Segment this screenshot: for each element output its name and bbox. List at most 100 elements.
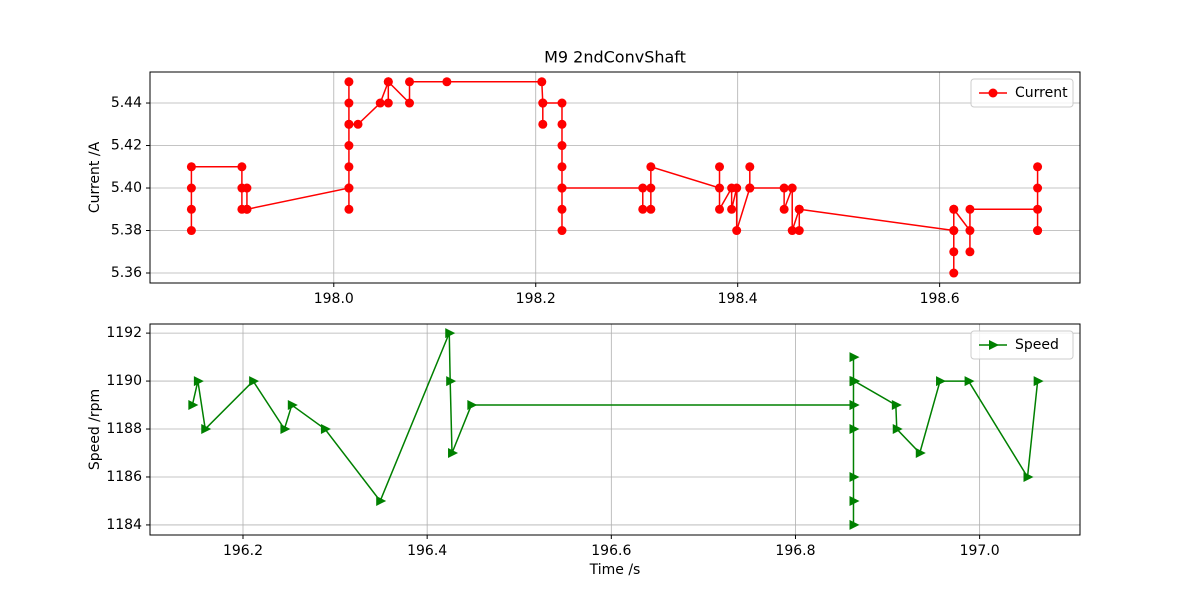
marker [732, 183, 742, 193]
marker [186, 183, 196, 193]
legend-label: Current [1015, 85, 1068, 101]
marker [949, 226, 959, 236]
marker [779, 204, 789, 214]
marker [849, 495, 860, 506]
marker [188, 400, 199, 411]
y-axis-label: Speed /rpm [87, 389, 103, 470]
marker [448, 447, 459, 458]
marker [375, 98, 385, 108]
legend-marker [988, 88, 998, 98]
marker [186, 226, 196, 236]
marker [557, 98, 567, 108]
marker [965, 247, 975, 257]
chart-title: M9 2ndConvShaft [544, 48, 686, 67]
marker [405, 98, 415, 108]
marker [557, 119, 567, 129]
marker [557, 141, 567, 151]
marker [892, 424, 903, 435]
marker [745, 162, 755, 172]
marker [557, 204, 567, 214]
marker [850, 376, 861, 387]
marker [949, 247, 959, 257]
marker [715, 162, 725, 172]
marker [787, 226, 797, 236]
marker [186, 162, 196, 172]
x-tick-label: 198.2 [516, 291, 556, 307]
marker [949, 268, 959, 278]
marker [1023, 471, 1034, 482]
x-tick-label: 198.6 [920, 291, 960, 307]
x-axis-label: Time /s [589, 562, 641, 578]
series-line [190, 79, 1039, 274]
marker [646, 204, 656, 214]
legend-label: Speed [1015, 337, 1059, 353]
marker [715, 204, 725, 214]
marker [646, 162, 656, 172]
marker [344, 183, 354, 193]
marker [201, 424, 212, 435]
marker [344, 98, 354, 108]
marker [344, 141, 354, 151]
marker [1033, 376, 1044, 387]
marker [949, 204, 959, 214]
marker [849, 471, 860, 482]
y-tick-label: 1192 [106, 325, 142, 341]
y-tick-label: 5.42 [111, 138, 142, 154]
marker [849, 352, 860, 363]
marker [344, 162, 354, 172]
marker [383, 98, 393, 108]
marker [1033, 162, 1043, 172]
marker [344, 204, 354, 214]
y-tick-label: 1190 [106, 373, 142, 389]
marker [446, 376, 457, 387]
marker [405, 77, 415, 87]
x-tick-label: 198.0 [314, 291, 354, 307]
marker [242, 183, 252, 193]
marker [715, 183, 725, 193]
plot-frame [149, 323, 1081, 536]
marker [249, 376, 260, 387]
marker [1033, 226, 1043, 236]
x-tick-label: 196.8 [775, 543, 815, 559]
marker [280, 424, 291, 435]
marker [376, 495, 387, 506]
marker [287, 400, 298, 411]
marker [445, 328, 456, 339]
y-tick-label: 1184 [106, 517, 142, 533]
y-tick-label: 5.40 [111, 180, 142, 196]
marker [638, 183, 648, 193]
marker [965, 204, 975, 214]
marker [537, 77, 547, 87]
marker [557, 162, 567, 172]
marker [1033, 183, 1043, 193]
marker [915, 447, 926, 458]
marker [745, 183, 755, 193]
marker [538, 119, 548, 129]
marker [727, 204, 737, 214]
marker [646, 183, 656, 193]
marker [787, 183, 797, 193]
marker [344, 119, 354, 129]
marker [891, 400, 902, 411]
marker [638, 204, 648, 214]
x-tick-label: 198.4 [718, 291, 758, 307]
marker [849, 400, 860, 411]
y-tick-label: 1186 [106, 469, 142, 485]
marker [538, 98, 548, 108]
marker [467, 400, 478, 411]
x-tick-label: 196.2 [223, 543, 263, 559]
marker [186, 204, 196, 214]
marker [794, 204, 804, 214]
marker [794, 226, 804, 236]
marker [849, 424, 860, 435]
y-tick-label: 5.38 [111, 223, 142, 239]
y-tick-label: 1188 [106, 421, 142, 437]
x-tick-label: 197.0 [960, 543, 1000, 559]
marker [344, 77, 354, 87]
marker [237, 162, 247, 172]
marker [242, 204, 252, 214]
y-axis-label: Current /A [87, 141, 103, 213]
marker [320, 424, 331, 435]
marker [353, 119, 363, 129]
